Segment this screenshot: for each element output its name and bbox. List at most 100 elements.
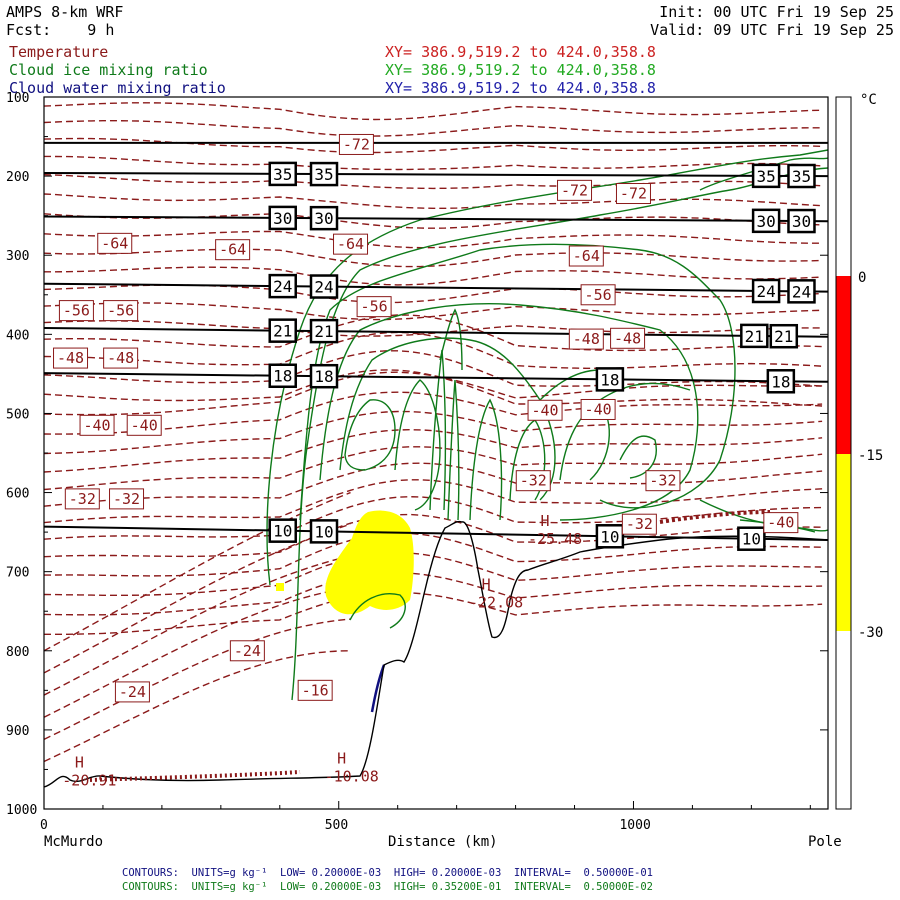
theta-label: 21 — [745, 327, 764, 346]
temperature-label: -56 — [585, 286, 612, 304]
y-tick-label: 100 — [6, 91, 29, 106]
colorbar-red-band — [836, 276, 851, 454]
temperature-label: -40 — [84, 416, 111, 434]
isotherm-line — [44, 193, 823, 209]
theta-label-box — [268, 518, 297, 543]
temperature-label: -16 — [302, 681, 329, 699]
high-value: -25.48 — [528, 530, 582, 548]
high-symbol: H — [75, 753, 84, 771]
x-tick-label: 0 — [40, 818, 48, 833]
y-tick-label: 300 — [6, 249, 29, 264]
temperature-label: -48 — [573, 330, 600, 348]
temperature-label: -48 — [614, 329, 641, 347]
theta-label-box — [787, 279, 816, 304]
isotherm-line — [44, 391, 823, 435]
theta-line — [44, 171, 828, 178]
temperature-label-box — [333, 233, 369, 255]
theta-label-box — [787, 163, 816, 189]
theta-label: 21 — [314, 322, 333, 341]
temperature-label: -72 — [561, 181, 588, 199]
theta-label-box — [268, 161, 297, 187]
high-labels: H-20.91H-10.08H-22.08H-25.48 — [62, 512, 582, 789]
theta-label-box — [740, 323, 769, 349]
footer-cloud-ice-contours: CONTOURS: UNITS=g kg⁻¹ LOW= 0.20000E-03 … — [122, 881, 654, 893]
temperature-label-box — [126, 414, 162, 436]
theta-label: 30 — [792, 212, 811, 231]
theta-label-box — [766, 369, 796, 394]
isotherm-line — [44, 213, 823, 229]
theta-label: 30 — [314, 209, 333, 228]
isotherm-line — [44, 462, 823, 507]
y-tick-label: 700 — [6, 566, 29, 581]
theta-label: 35 — [756, 167, 775, 186]
temperature-label-box — [103, 300, 139, 322]
theta-label-box — [268, 205, 297, 231]
theta-line — [44, 215, 828, 223]
theta-label-box — [268, 363, 297, 388]
y-tick-label: 200 — [6, 170, 29, 185]
init-time: Init: 00 UTC Fri 19 Sep 25 — [659, 3, 894, 21]
terrain-dotted-polar-layer — [659, 510, 771, 524]
temperature-label: -32 — [113, 490, 140, 508]
terrain-dotted-surface-layer — [89, 770, 301, 782]
temperature-label: -32 — [649, 472, 676, 490]
temperature-label-box — [103, 347, 139, 369]
isotherm-line — [44, 513, 823, 558]
temperature-label: -32 — [626, 515, 653, 533]
temperature-label-box — [356, 296, 392, 318]
x-tick-label: 1000 — [619, 818, 650, 833]
temperature-label: -64 — [101, 234, 128, 252]
isotherm-line — [44, 137, 823, 154]
temperature-label: -32 — [520, 472, 547, 490]
theta-label-box — [595, 367, 625, 392]
isotherm-line — [44, 266, 823, 286]
isotherm-line — [44, 248, 823, 268]
high-symbol: H — [337, 749, 346, 767]
isotherm-line — [44, 230, 823, 249]
isotherm-line — [44, 479, 823, 524]
isotherm-line-lower — [44, 523, 351, 674]
temperature-label: -64 — [219, 241, 246, 259]
y-tick-label: 1000 — [6, 803, 37, 818]
colorbar-yellow-band — [836, 454, 851, 631]
valid-time: Valid: 09 UTC Fri 19 Sep 25 — [650, 21, 894, 39]
isotherm-line — [44, 591, 823, 635]
theta-label: 18 — [314, 367, 333, 386]
high-value: -20.91 — [62, 771, 116, 789]
high-value: -10.08 — [325, 767, 379, 785]
temperature-label: -40 — [767, 514, 794, 532]
x-tick-label: 500 — [325, 818, 348, 833]
isotherm-line — [44, 174, 823, 190]
supercooled-yellow-shading-small — [276, 583, 284, 591]
temperature-label-box — [580, 284, 616, 306]
temperature-label: -32 — [69, 490, 96, 508]
high-symbol: H — [482, 575, 491, 593]
y-tick-label: 900 — [6, 724, 29, 739]
isotherm-line — [44, 410, 823, 455]
isotherm-line — [44, 371, 823, 416]
field-xy-cloud-water: XY= 386.9,519.2 to 424.0,358.8 — [385, 79, 656, 97]
theta-label-box — [309, 363, 339, 389]
theta-label: 21 — [774, 327, 793, 346]
terrain-surface — [44, 520, 828, 788]
theta-label-box — [751, 278, 781, 304]
temperature-label: -72 — [620, 185, 647, 203]
y-tick-label: 500 — [6, 407, 29, 422]
theta-label: 24 — [314, 278, 333, 297]
x-start-label: McMurdo — [44, 834, 103, 850]
theta-label-box — [309, 161, 339, 187]
isotherm-line — [44, 428, 823, 473]
temperature-label-box — [515, 470, 551, 492]
temperature-label-box — [621, 513, 657, 535]
temperature-label-box — [580, 398, 616, 420]
colorbar-label-0: 0 — [858, 270, 866, 286]
temperature-label: -48 — [107, 349, 134, 367]
high-symbol: H — [541, 512, 550, 530]
theta-label-box — [268, 273, 297, 299]
high-value: -22.08 — [469, 593, 523, 611]
theta-labels: 35 35 35 35 30 30 30 30 24 24 24 24 21 21 21 21 18 18 18 18… — [268, 161, 816, 551]
temperature-label-box — [568, 328, 604, 350]
temperature-label-box — [114, 681, 150, 703]
footer-cloud-water-contours: CONTOURS: UNITS=g kg⁻¹ LOW= 0.20000E-03 … — [122, 867, 654, 879]
supercooled-yellow-shading — [325, 510, 414, 615]
